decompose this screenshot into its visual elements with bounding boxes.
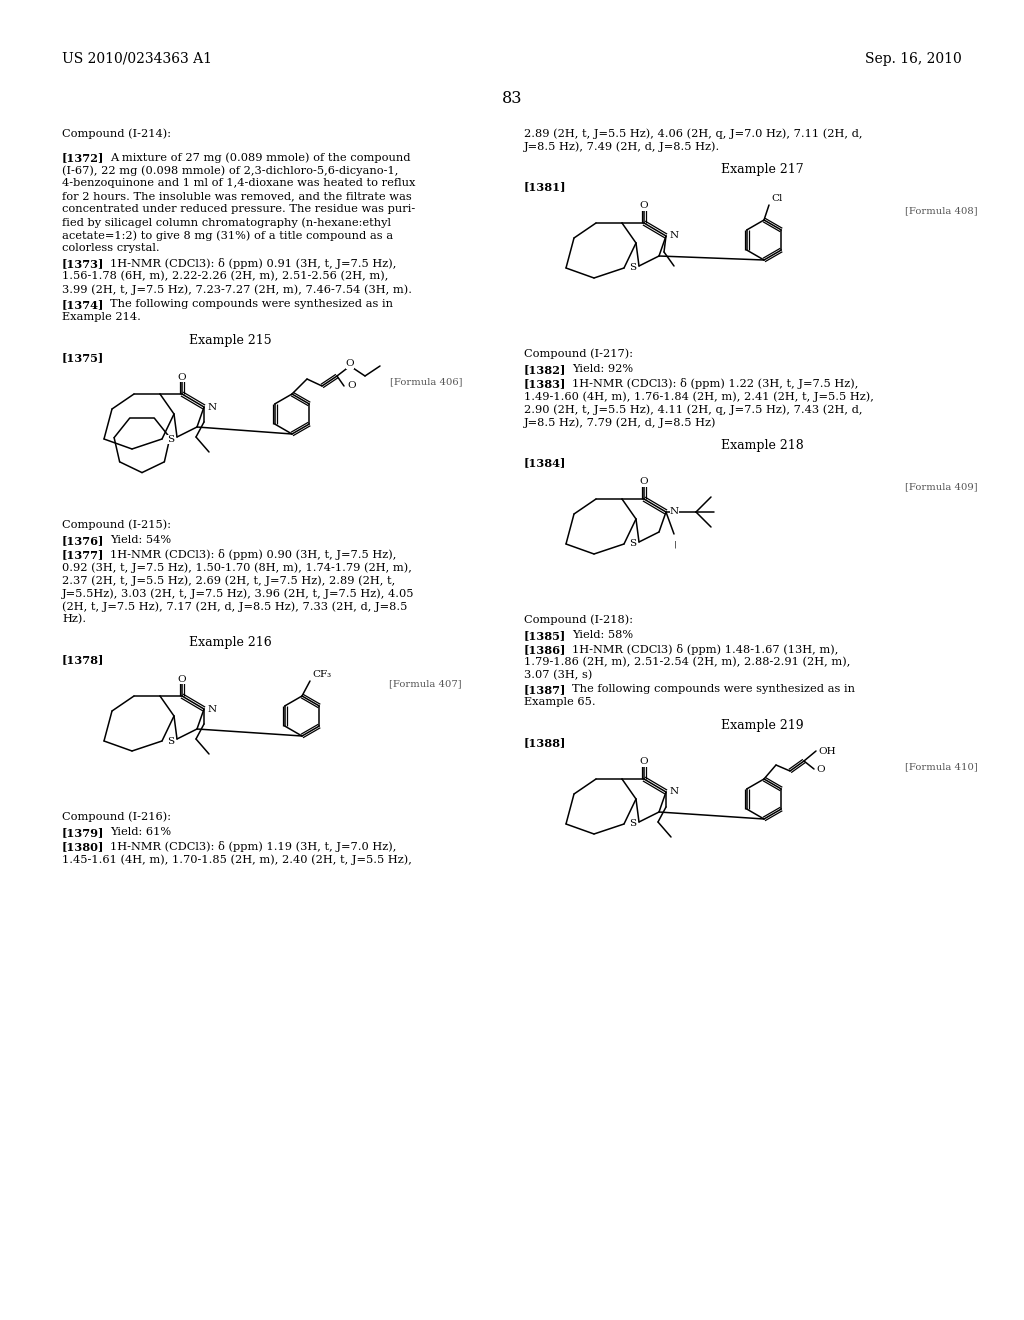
Text: [1387]: [1387] (524, 684, 566, 696)
Text: Hz).: Hz). (62, 614, 86, 624)
Text: Cl: Cl (771, 194, 782, 203)
Text: [1381]: [1381] (524, 181, 566, 191)
Text: [Formula 408]: [Formula 408] (905, 206, 978, 215)
Text: J=8.5 Hz), 7.79 (2H, d, J=8.5 Hz): J=8.5 Hz), 7.79 (2H, d, J=8.5 Hz) (524, 417, 717, 428)
Text: Example 218: Example 218 (721, 440, 804, 451)
Text: [1379]: [1379] (62, 828, 104, 838)
Text: [1374]: [1374] (62, 300, 104, 310)
Text: US 2010/0234363 A1: US 2010/0234363 A1 (62, 51, 212, 66)
Text: [1376]: [1376] (62, 535, 104, 546)
Text: 1H-NMR (CDCl3) δ (ppm) 1.48-1.67 (13H, m),: 1H-NMR (CDCl3) δ (ppm) 1.48-1.67 (13H, m… (572, 644, 839, 655)
Text: O: O (816, 764, 824, 774)
Text: Example 215: Example 215 (188, 334, 271, 347)
Text: 1H-NMR (CDCl3): δ (ppm) 0.90 (3H, t, J=7.5 Hz),: 1H-NMR (CDCl3): δ (ppm) 0.90 (3H, t, J=7… (110, 549, 396, 560)
Text: OH: OH (818, 747, 836, 755)
Text: Example 65.: Example 65. (524, 697, 596, 708)
Text: acetate=1:2) to give 8 mg (31%) of a title compound as a: acetate=1:2) to give 8 mg (31%) of a tit… (62, 230, 393, 240)
Text: The following compounds were synthesized as in: The following compounds were synthesized… (572, 684, 855, 694)
Text: O: O (640, 202, 648, 210)
Text: Example 219: Example 219 (721, 719, 803, 733)
Text: Compound (I-217):: Compound (I-217): (524, 348, 633, 359)
Text: [1383]: [1383] (524, 378, 566, 389)
Text: O: O (347, 381, 355, 391)
Text: Yield: 61%: Yield: 61% (110, 828, 171, 837)
Text: 2.37 (2H, t, J=5.5 Hz), 2.69 (2H, t, J=7.5 Hz), 2.89 (2H, t,: 2.37 (2H, t, J=5.5 Hz), 2.69 (2H, t, J=7… (62, 576, 395, 586)
Text: Example 214.: Example 214. (62, 312, 141, 322)
Text: [1388]: [1388] (524, 737, 566, 748)
Text: O: O (640, 478, 648, 487)
Text: [1380]: [1380] (62, 841, 104, 851)
Text: [1372]: [1372] (62, 152, 104, 162)
Text: 1H-NMR (CDCl3): δ (ppm) 1.22 (3H, t, J=7.5 Hz),: 1H-NMR (CDCl3): δ (ppm) 1.22 (3H, t, J=7… (572, 378, 858, 389)
Text: Sep. 16, 2010: Sep. 16, 2010 (865, 51, 962, 66)
Text: S: S (629, 540, 636, 549)
Text: O: O (178, 675, 186, 684)
Text: (2H, t, J=7.5 Hz), 7.17 (2H, d, J=8.5 Hz), 7.33 (2H, d, J=8.5: (2H, t, J=7.5 Hz), 7.17 (2H, d, J=8.5 Hz… (62, 601, 408, 611)
Text: S: S (167, 434, 174, 444)
Text: Compound (I-215):: Compound (I-215): (62, 519, 171, 529)
Text: 3.07 (3H, s): 3.07 (3H, s) (524, 671, 592, 680)
Text: N: N (208, 403, 217, 412)
Text: 1.79-1.86 (2H, m), 2.51-2.54 (2H, m), 2.88-2.91 (2H, m),: 1.79-1.86 (2H, m), 2.51-2.54 (2H, m), 2.… (524, 657, 850, 668)
Text: Example 216: Example 216 (188, 636, 271, 649)
Text: Compound (I-216):: Compound (I-216): (62, 810, 171, 821)
Text: S: S (629, 264, 636, 272)
Text: O: O (640, 758, 648, 767)
Text: 1H-NMR (CDCl3): δ (ppm) 1.19 (3H, t, J=7.0 Hz),: 1H-NMR (CDCl3): δ (ppm) 1.19 (3H, t, J=7… (110, 841, 396, 851)
Text: 1H-NMR (CDCl3): δ (ppm) 0.91 (3H, t, J=7.5 Hz),: 1H-NMR (CDCl3): δ (ppm) 0.91 (3H, t, J=7… (110, 257, 396, 269)
Text: for 2 hours. The insoluble was removed, and the filtrate was: for 2 hours. The insoluble was removed, … (62, 191, 412, 201)
Text: The following compounds were synthesized as in: The following compounds were synthesized… (110, 300, 393, 309)
Text: [Formula 410]: [Formula 410] (905, 762, 978, 771)
Text: Compound (I-218):: Compound (I-218): (524, 614, 633, 624)
Text: O: O (178, 372, 186, 381)
Text: colorless crystal.: colorless crystal. (62, 243, 160, 253)
Text: [Formula 406]: [Formula 406] (389, 378, 462, 385)
Text: O: O (346, 359, 354, 368)
Text: N: N (670, 231, 679, 240)
Text: [1373]: [1373] (62, 257, 104, 269)
Text: J=8.5 Hz), 7.49 (2H, d, J=8.5 Hz).: J=8.5 Hz), 7.49 (2H, d, J=8.5 Hz). (524, 141, 720, 152)
Text: 2.90 (2H, t, J=5.5 Hz), 4.11 (2H, q, J=7.5 Hz), 7.43 (2H, d,: 2.90 (2H, t, J=5.5 Hz), 4.11 (2H, q, J=7… (524, 404, 862, 414)
Text: [Formula 407]: [Formula 407] (389, 678, 462, 688)
Text: S: S (167, 737, 174, 746)
Text: (I-67), 22 mg (0.098 mmole) of 2,3-dichloro-5,6-dicyano-1,: (I-67), 22 mg (0.098 mmole) of 2,3-dichl… (62, 165, 398, 176)
Text: [Formula 409]: [Formula 409] (905, 482, 978, 491)
Text: N: N (670, 507, 679, 516)
Text: 83: 83 (502, 90, 522, 107)
Text: A mixture of 27 mg (0.089 mmole) of the compound: A mixture of 27 mg (0.089 mmole) of the … (110, 152, 411, 162)
Text: S: S (629, 820, 636, 829)
Text: Yield: 54%: Yield: 54% (110, 535, 171, 545)
Text: CF₃: CF₃ (312, 671, 331, 678)
Text: 1.45-1.61 (4H, m), 1.70-1.85 (2H, m), 2.40 (2H, t, J=5.5 Hz),: 1.45-1.61 (4H, m), 1.70-1.85 (2H, m), 2.… (62, 854, 412, 865)
Text: 2.89 (2H, t, J=5.5 Hz), 4.06 (2H, q, J=7.0 Hz), 7.11 (2H, d,: 2.89 (2H, t, J=5.5 Hz), 4.06 (2H, q, J=7… (524, 128, 862, 139)
Text: concentrated under reduced pressure. The residue was puri-: concentrated under reduced pressure. The… (62, 205, 416, 214)
Text: |: | (674, 540, 677, 548)
Text: Compound (I-214):: Compound (I-214): (62, 128, 171, 139)
Text: [1377]: [1377] (62, 549, 104, 560)
Text: [1386]: [1386] (524, 644, 566, 655)
Text: Example 217: Example 217 (721, 162, 803, 176)
Text: Yield: 92%: Yield: 92% (572, 364, 633, 374)
Text: 3.99 (2H, t, J=7.5 Hz), 7.23-7.27 (2H, m), 7.46-7.54 (3H, m).: 3.99 (2H, t, J=7.5 Hz), 7.23-7.27 (2H, m… (62, 284, 412, 294)
Text: 4-benzoquinone and 1 ml of 1,4-dioxane was heated to reflux: 4-benzoquinone and 1 ml of 1,4-dioxane w… (62, 178, 416, 187)
Text: [1375]: [1375] (62, 352, 104, 363)
Text: fied by silicagel column chromatography (n-hexane:ethyl: fied by silicagel column chromatography … (62, 216, 391, 227)
Text: 1.49-1.60 (4H, m), 1.76-1.84 (2H, m), 2.41 (2H, t, J=5.5 Hz),: 1.49-1.60 (4H, m), 1.76-1.84 (2H, m), 2.… (524, 391, 873, 401)
Text: [1378]: [1378] (62, 653, 104, 665)
Text: Yield: 58%: Yield: 58% (572, 630, 633, 640)
Text: [1385]: [1385] (524, 630, 566, 642)
Text: N: N (208, 705, 217, 714)
Text: [1384]: [1384] (524, 457, 566, 469)
Text: N: N (670, 788, 679, 796)
Text: [1382]: [1382] (524, 364, 566, 375)
Text: 0.92 (3H, t, J=7.5 Hz), 1.50-1.70 (8H, m), 1.74-1.79 (2H, m),: 0.92 (3H, t, J=7.5 Hz), 1.50-1.70 (8H, m… (62, 562, 412, 573)
Text: J=5.5Hz), 3.03 (2H, t, J=7.5 Hz), 3.96 (2H, t, J=7.5 Hz), 4.05: J=5.5Hz), 3.03 (2H, t, J=7.5 Hz), 3.96 (… (62, 587, 415, 598)
Text: 1.56-1.78 (6H, m), 2.22-2.26 (2H, m), 2.51-2.56 (2H, m),: 1.56-1.78 (6H, m), 2.22-2.26 (2H, m), 2.… (62, 271, 388, 281)
